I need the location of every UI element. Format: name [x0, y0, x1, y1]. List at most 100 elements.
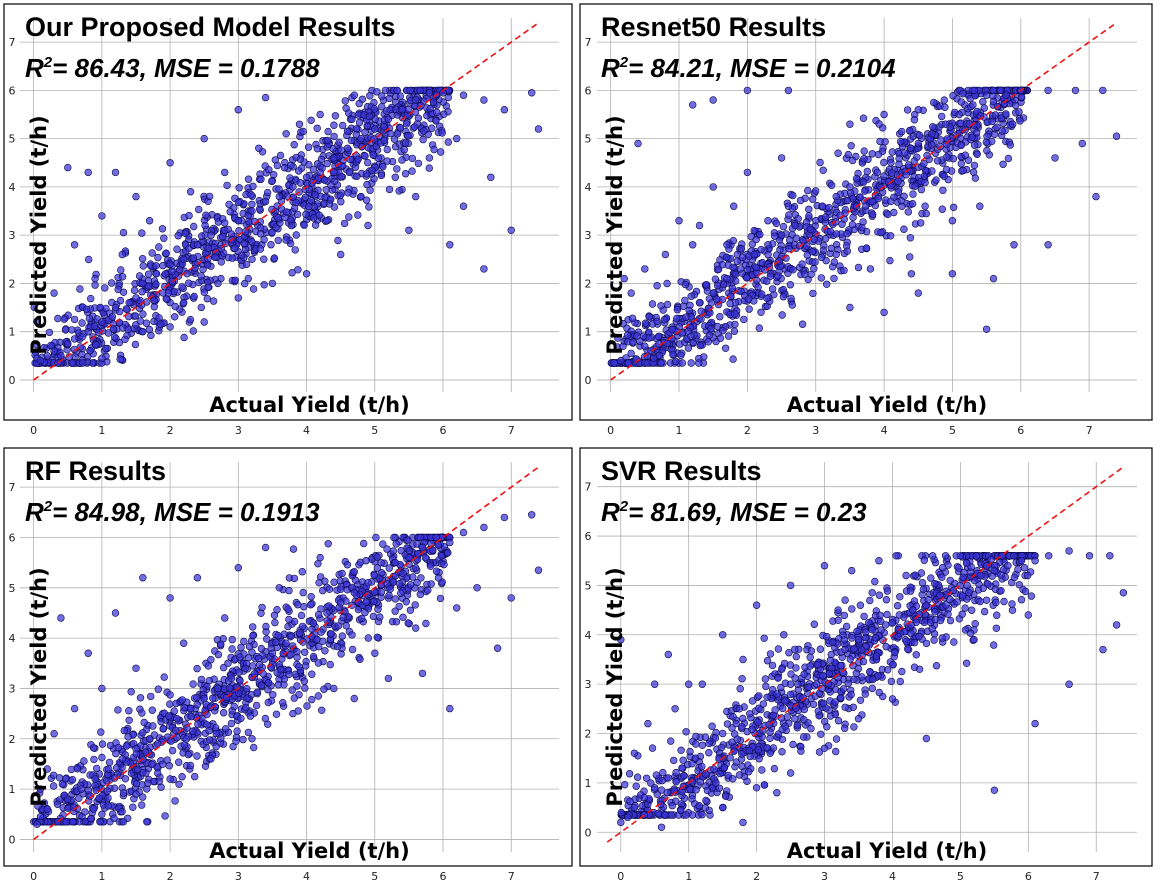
data-point — [290, 574, 299, 583]
data-point — [104, 802, 113, 810]
data-point — [941, 120, 950, 128]
data-point — [234, 294, 243, 302]
data-point — [687, 359, 695, 367]
data-point — [932, 176, 940, 184]
data-point — [273, 161, 282, 170]
data-point — [212, 742, 220, 751]
data-point — [295, 120, 304, 129]
data-point — [720, 764, 729, 772]
data-point — [809, 700, 818, 709]
data-point — [193, 664, 201, 673]
data-point — [45, 328, 54, 337]
data-point — [832, 735, 841, 743]
data-point — [168, 267, 176, 276]
data-point — [938, 205, 946, 213]
data-point — [811, 217, 820, 225]
data-point — [796, 196, 805, 205]
data-point — [411, 123, 419, 131]
data-point — [684, 327, 692, 335]
chart-title: SVR Results — [601, 456, 762, 486]
data-point — [274, 214, 282, 222]
data-point — [77, 785, 86, 793]
data-point — [385, 564, 393, 572]
data-point — [713, 322, 722, 331]
data-point — [134, 765, 142, 774]
data-point — [244, 175, 253, 183]
data-point — [480, 523, 488, 532]
data-point — [785, 245, 793, 253]
data-point — [929, 98, 938, 107]
data-point — [184, 750, 193, 759]
data-point — [955, 110, 963, 119]
data-point — [920, 556, 928, 564]
y-tick-label: 0 — [9, 833, 16, 846]
data-point — [752, 263, 760, 272]
data-point — [763, 693, 771, 701]
data-point — [150, 303, 159, 311]
data-point — [944, 610, 952, 618]
data-point — [230, 702, 238, 711]
data-point — [180, 299, 188, 307]
data-point — [316, 168, 324, 177]
data-point — [392, 618, 401, 626]
y-axis-label: Predicted Yield (t/h) — [27, 567, 51, 806]
data-point — [139, 573, 147, 582]
data-point — [895, 160, 903, 169]
y-tick-label: 4 — [585, 629, 592, 642]
data-point — [343, 127, 352, 136]
data-point — [902, 637, 911, 646]
data-point — [33, 820, 41, 828]
data-point — [121, 335, 129, 344]
x-tick-label: 3 — [235, 870, 242, 883]
data-point — [68, 326, 76, 334]
x-tick-label: 0 — [617, 870, 624, 883]
data-point — [47, 341, 55, 350]
data-point — [323, 159, 331, 168]
data-point — [362, 598, 370, 606]
metric-r: R — [601, 497, 620, 527]
data-point — [404, 619, 412, 627]
data-point — [207, 755, 215, 763]
data-point — [940, 96, 948, 104]
data-point — [644, 719, 652, 728]
data-point — [118, 250, 127, 259]
data-point — [888, 619, 896, 627]
data-point — [330, 168, 338, 176]
y-tick-label: 5 — [585, 133, 592, 146]
y-tick-label: 1 — [585, 777, 592, 790]
data-point — [982, 596, 991, 604]
data-point — [641, 342, 649, 350]
data-point — [320, 685, 328, 693]
data-point — [938, 634, 946, 642]
data-point — [214, 650, 223, 659]
data-point — [766, 728, 774, 736]
data-point — [110, 814, 118, 822]
data-point — [806, 662, 814, 670]
data-point — [876, 137, 884, 146]
data-point — [957, 141, 965, 150]
data-point — [807, 270, 815, 279]
data-point — [369, 612, 378, 621]
data-point — [221, 219, 229, 227]
data-point — [1119, 589, 1128, 597]
data-point — [438, 129, 446, 137]
data-point — [834, 616, 842, 624]
data-point — [906, 587, 915, 595]
data-point — [920, 160, 928, 168]
data-point — [914, 289, 922, 297]
data-point — [617, 818, 625, 827]
data-point — [152, 270, 161, 278]
data-point — [939, 186, 947, 195]
data-point — [226, 684, 234, 692]
data-point — [98, 740, 107, 748]
data-point — [207, 231, 215, 239]
data-point — [182, 735, 191, 743]
data-point — [325, 200, 334, 208]
data-point — [257, 681, 266, 690]
data-point — [299, 638, 307, 646]
data-point — [124, 733, 132, 741]
data-point — [255, 661, 264, 669]
data-point — [211, 253, 219, 261]
data-point — [305, 161, 313, 169]
data-point — [990, 566, 999, 575]
